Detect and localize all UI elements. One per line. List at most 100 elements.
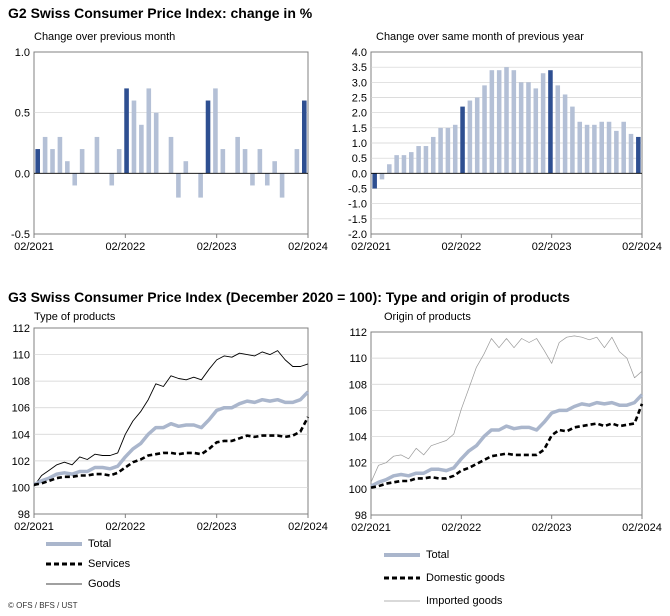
g2-right-ytick-label: -1.5 <box>348 214 367 226</box>
g2-left-bar <box>242 149 248 174</box>
g2-left-ytick-label: 0.0 <box>15 168 30 180</box>
g2-right-bar <box>409 152 414 174</box>
g2-right-ytick-label: 0.5 <box>352 153 367 165</box>
g2-yearly-change-chart: 4.0 3.5 3.0 2.5 2.0 1.5 1.0 0.5 0.0 -0.5 -1.0 -1.5 -… <box>348 47 662 253</box>
g2-right-bar <box>570 106 575 174</box>
g3-right-ytick-label: 104 <box>349 432 367 444</box>
g2-right-bar <box>540 73 546 174</box>
g2-right-bar <box>401 155 407 174</box>
g2-right-bar <box>562 94 568 174</box>
legend-domestic: Domestic goods <box>384 572 505 584</box>
g2-right-ytick-label: 4.0 <box>352 47 367 59</box>
g2-right-ytick-label: 3.5 <box>352 62 367 74</box>
g2-left-bar <box>198 173 203 198</box>
g3-right-series-total <box>370 393 644 488</box>
source-note: © OFS / BFS / UST <box>8 601 78 610</box>
g2-right-bar <box>489 70 495 174</box>
g2-right-bar <box>526 82 531 174</box>
g2-left-bar <box>79 149 85 174</box>
g2-left-bar <box>257 149 263 174</box>
legend-total-label: Total <box>88 538 112 550</box>
g2-right-bar <box>621 121 626 174</box>
g3-right-ytick-label: 102 <box>349 458 367 470</box>
g3-right-subtitle: Origin of products <box>384 311 471 323</box>
g2-right-bar <box>504 67 509 174</box>
legend-domestic-swatch <box>384 576 420 580</box>
g3-left-ytick-label: 106 <box>12 403 30 415</box>
g2-right-bar <box>614 130 619 174</box>
g2-right-bar <box>387 164 392 174</box>
g2-left-bar <box>139 124 144 174</box>
g2-right-bar <box>533 88 539 174</box>
g2-left-bar <box>294 149 300 174</box>
g2-left-bar <box>213 88 218 174</box>
g2-left-bar <box>35 149 40 174</box>
g2-right-bar <box>592 124 597 174</box>
legend-goods-swatch <box>46 583 82 585</box>
g2-right-xtick-label: 02/2024 <box>622 241 662 253</box>
g2-right-ytick-label: 1.5 <box>352 123 367 135</box>
legend-services-label: Services <box>88 558 131 570</box>
g2-monthly-change-chart: 1.0 0.5 0.0 -0.502/2021 02/2022 02/2023 02/202… <box>11 47 328 253</box>
g3-left-ytick-label: 102 <box>12 456 30 468</box>
g2-left-bar <box>42 136 48 174</box>
legend-services-swatch <box>46 562 82 566</box>
g2-left-bar <box>272 161 277 174</box>
g3-left-subtitle: Type of products <box>34 311 116 323</box>
legend-imported: Imported goods <box>384 595 502 607</box>
g3-right-ytick-label: 106 <box>349 405 367 417</box>
g2-right-bar <box>430 136 436 174</box>
g2-right-bar <box>599 121 604 174</box>
g3-left-plot-area <box>33 327 309 515</box>
g2-left-bar <box>176 173 181 198</box>
g2-right-bar <box>416 146 421 174</box>
g2-left-bar <box>264 173 270 186</box>
g2-right-bar <box>606 121 612 174</box>
g3-left-ytick-label: 108 <box>12 376 30 388</box>
g2-left-xtick-label: 02/2024 <box>288 241 328 253</box>
g2-right-ytick-label: -0.5 <box>348 184 367 196</box>
g3-left-ytick-label: 110 <box>12 350 30 362</box>
g2-right-bar <box>511 70 517 174</box>
g3-right-xtick-label: 02/2024 <box>622 522 662 534</box>
g3-left-series-total <box>33 390 310 487</box>
g2-right-ytick-label: 0.0 <box>352 168 367 180</box>
g2-left-ytick-label: 1.0 <box>15 47 30 59</box>
g2-right-bar <box>548 70 553 174</box>
legend-imported-swatch <box>384 600 420 602</box>
legend-services: Services <box>46 558 130 570</box>
g2-right-bar <box>394 155 399 174</box>
g2-right-xtick-label: 02/2023 <box>532 241 572 253</box>
g2-right-bar <box>577 121 583 174</box>
g3-left-ytick-label: 112 <box>12 323 30 335</box>
legend-total: Total <box>46 538 111 550</box>
g2-title: G2 Swiss Consumer Price Index: change in… <box>8 5 313 21</box>
g3-right-ytick-label: 98 <box>355 510 367 522</box>
g2-left-bar <box>57 136 63 174</box>
g3-left-ytick-label: 104 <box>12 429 30 441</box>
g2-right-ytick-label: 2.0 <box>352 108 367 120</box>
g2-left-bar <box>183 161 189 174</box>
g2-right-ytick-label: 1.0 <box>352 138 367 150</box>
g3-right-xtick-label: 02/2023 <box>532 522 572 534</box>
legend-domestic-label: Domestic goods <box>426 572 505 584</box>
g2-right-bar <box>482 85 487 174</box>
g2-left-ytick-label: -0.5 <box>11 229 30 241</box>
g2-left-bar <box>250 173 255 186</box>
g2-left-bar <box>235 136 240 174</box>
g2-right-ytick-label: -2.0 <box>348 229 367 241</box>
g3-left-ytick-label: 100 <box>12 482 30 494</box>
g3-left-ytick-label: 98 <box>18 509 30 521</box>
g3-right-ytick-label: 110 <box>349 353 367 365</box>
g2-right-bar <box>518 82 524 174</box>
g2-right-bar <box>496 70 502 174</box>
g2-left-bar <box>94 136 100 174</box>
g2-right-xtick-label: 02/2021 <box>351 241 391 253</box>
g2-left-xtick-label: 02/2023 <box>197 241 237 253</box>
g2-left-bar <box>168 136 174 174</box>
g2-right-bar <box>438 127 443 174</box>
g2-left-bar <box>124 88 129 174</box>
g3-title: G3 Swiss Consumer Price Index (December … <box>8 289 570 305</box>
g3-right-ytick-label: 100 <box>349 484 367 496</box>
g3-left-xtick-label: 02/2023 <box>197 521 237 533</box>
